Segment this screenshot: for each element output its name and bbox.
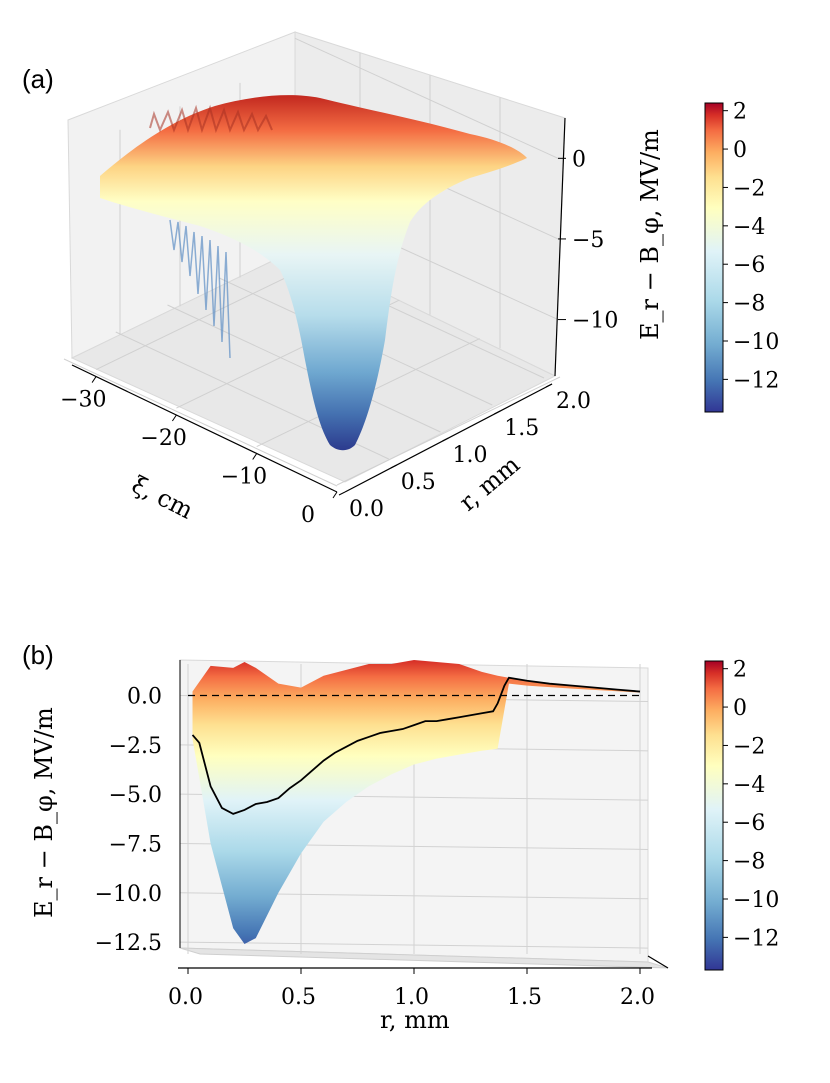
panel-b-plot: 0.0 0.5 1.0 1.5 2.0 0.0 −2.5 −5.0 −7.5 −10.0 −12.5… [30, 659, 669, 1034]
xi-tick [171, 414, 177, 422]
y-axis-label-b: E_r − B_φ, MV/m [30, 707, 58, 918]
xi-tick-label: 0 [301, 503, 315, 528]
panel-a-3d-plot: −30−20−100 0.00.51.01.52.00−5−10 ξ, cm r,… [60, 31, 664, 528]
colorbar-tick-label: −10 [733, 330, 779, 355]
z-axis-line [554, 117, 566, 377]
x-tick-label: 0.5 [281, 985, 316, 1010]
y-tick-label: −7.5 [109, 832, 162, 857]
colorbar-tick-label: 0 [733, 138, 747, 163]
x-tick-label: 1.0 [394, 985, 429, 1010]
colorbar-b: 2 0 −2 −4 −6 −8 −10 −12 [704, 658, 779, 971]
x-tick-label: 1.5 [507, 985, 542, 1010]
y-tick-label: −2.5 [109, 734, 162, 759]
xi-axis-label: ξ, cm [127, 470, 198, 524]
xi-axis-line [71, 364, 338, 493]
r-tick [545, 383, 553, 388]
y-tick-label: −5.0 [109, 783, 162, 808]
floor-grid-line [167, 304, 441, 433]
surface-spikes [169, 219, 231, 359]
colorbar-tick-label: −12 [733, 368, 779, 393]
panel-b-label: (b) [22, 640, 54, 670]
z-axis-label: E_r − B_φ, MV/m [636, 129, 664, 340]
z-tick-label: 0 [572, 147, 586, 172]
wall-grid-line [294, 37, 559, 159]
floor-grid-line [336, 376, 561, 486]
colorbar-tick-label: −4 [733, 215, 765, 240]
panel-b-series [188, 676, 641, 815]
z-tick-label: −10 [572, 309, 618, 334]
colorbar-gradient [704, 102, 724, 413]
colorbar-tick-label: −6 [733, 811, 765, 836]
r-axis-label-b: r, mm [380, 1006, 450, 1034]
surface-envelope [192, 660, 640, 945]
colorbar-tick-label: 2 [733, 100, 747, 125]
colorbar-a: 2 0 −2 −4 −6 −8 −10 −12 [704, 100, 779, 413]
r-tick-label: 2.0 [556, 389, 591, 414]
colorbar-tick-label: −2 [733, 176, 765, 201]
floor-grid-line [63, 358, 338, 487]
r-tick [390, 464, 397, 469]
z-tick-label: −5 [572, 228, 604, 253]
r-tick [338, 491, 346, 496]
series-profile [191, 676, 641, 815]
panel-b-ticks: 0.0 0.5 1.0 1.5 2.0 0.0 −2.5 −5.0 −7.5 −10.0 −12.5 [95, 685, 655, 1010]
panel-a-label: (a) [22, 64, 54, 94]
colorbar-gradient [704, 660, 724, 971]
x-tick-label: 2.0 [620, 985, 655, 1010]
surface-ridges [149, 104, 273, 134]
panel-a-ticks: −30 −20 −10 0 0.0 0.5 1.0 1.5 2.0 0 −5 −10 [60, 147, 618, 528]
floor-grid-line [95, 261, 320, 370]
r-tick-label: 0.5 [401, 470, 436, 495]
colorbar-tick-label: −4 [733, 773, 765, 798]
colorbar-tick-label: −8 [733, 850, 765, 875]
r-tick [494, 410, 501, 415]
colorbar-tick-label: −8 [733, 292, 765, 317]
xi-tick-label: −30 [60, 388, 106, 413]
xi-tick-label: −20 [140, 426, 186, 451]
y-tick-label: −10.0 [95, 882, 162, 907]
xi-tick [91, 376, 97, 383]
colorbar-tick-label: 2 [733, 658, 747, 683]
r-tick-label: 1.0 [453, 443, 488, 468]
x-tick-label: 0.0 [168, 985, 203, 1010]
surface-3d [100, 95, 527, 451]
y-tick-label: 0.0 [127, 685, 162, 710]
xi-tick [252, 453, 258, 460]
xi-tick-label: −10 [221, 465, 267, 490]
r-tick-label: 0.0 [349, 497, 384, 522]
colorbar-tick-label: −2 [733, 734, 765, 759]
xi-tick [332, 491, 338, 499]
colorbar-tick-label: −6 [733, 253, 765, 278]
r-tick-label: 1.5 [504, 416, 539, 441]
y-tick-label: −12.5 [95, 931, 162, 956]
colorbar-tick-label: 0 [733, 696, 747, 721]
grid-line-y [179, 941, 649, 949]
colorbar-tick-label: −10 [733, 888, 779, 913]
colorbar-tick-label: −12 [733, 926, 779, 951]
r-tick [442, 437, 449, 442]
x-axis-depth [647, 955, 669, 969]
